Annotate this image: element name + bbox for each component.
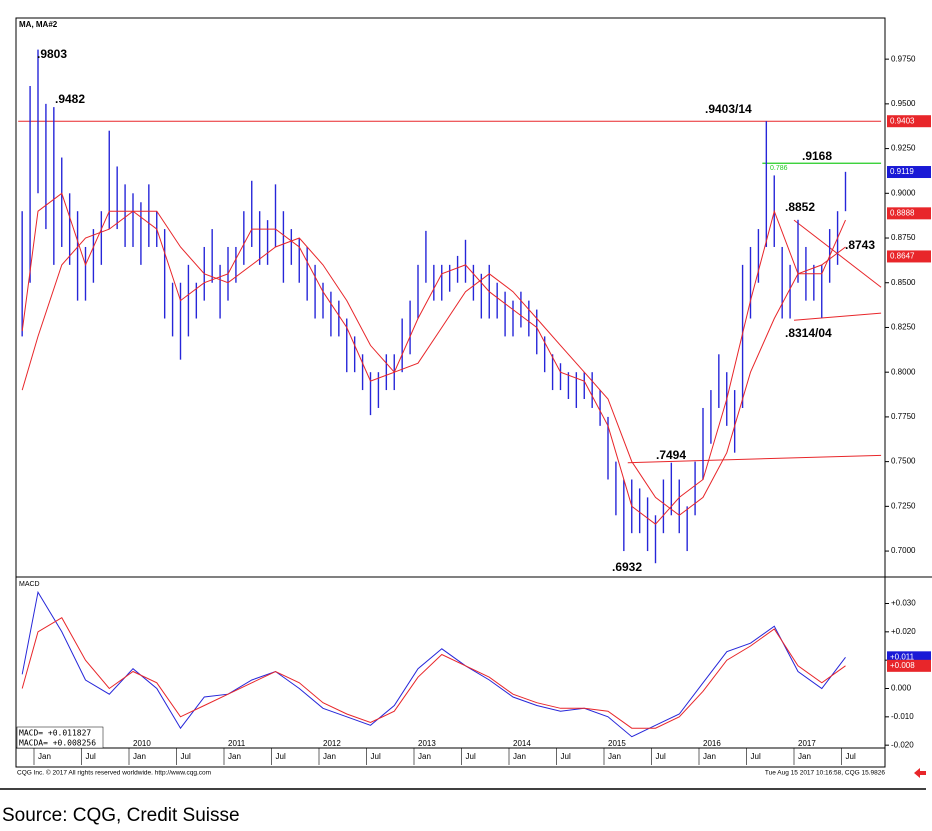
annotation: .8314/04 [785, 326, 832, 340]
y-tick-label: 0.8750 [891, 233, 916, 242]
annotation: .9803 [37, 47, 67, 61]
year-label: 2011 [228, 739, 246, 748]
macd-line [21, 617, 846, 729]
annotation: 0.786 [770, 165, 788, 172]
x-tick-label: Jul [656, 752, 666, 761]
trend-line [793, 312, 882, 321]
readout-box [16, 726, 104, 749]
y-tick-label: 0.000 [891, 684, 912, 693]
trend-line [627, 454, 882, 464]
y-tick-label: 0.7000 [891, 546, 916, 555]
value-box [887, 250, 931, 263]
macd-readout: MACD= +0.011827 [19, 729, 91, 738]
annotation: .6932 [612, 560, 642, 574]
y-tick-label: 0.9000 [891, 188, 916, 197]
value-box [887, 207, 931, 220]
y-tick-label: +0.020 [891, 627, 916, 636]
value-box-label: +0.008 [890, 661, 915, 670]
annotation: .9168 [802, 149, 832, 163]
moving-average [21, 210, 846, 516]
x-tick-label: Jan [323, 752, 336, 761]
year-label: 2016 [703, 739, 721, 748]
annotation: .7494 [656, 448, 686, 462]
y-tick-label: -0.010 [891, 712, 914, 721]
value-box-label: 0.8647 [890, 252, 915, 261]
y-tick-label: +0.030 [891, 599, 916, 608]
y-tick-label: 0.9500 [891, 99, 916, 108]
value-box-label: 0.9119 [890, 167, 914, 176]
x-tick-label: Jan [703, 752, 716, 761]
x-tick-label: Jul [751, 752, 761, 761]
annotation: .8852 [785, 200, 815, 214]
chart-frame [15, 17, 886, 768]
x-tick-label: Jul [86, 752, 96, 761]
price-panel-title: MA, MA#2 [19, 20, 58, 29]
macd-line [21, 590, 846, 738]
y-tick-label: 0.7250 [891, 501, 916, 510]
x-tick-label: Jul [846, 752, 856, 761]
y-tick-label: 0.7500 [891, 457, 916, 466]
footer-left: CQG Inc. © 2017 All rights reserved worl… [17, 769, 211, 777]
x-tick-label: Jan [228, 752, 241, 761]
year-label: 2015 [608, 739, 626, 748]
y-tick-label: 0.7750 [891, 412, 916, 421]
annotation: .9403/14 [705, 102, 752, 116]
value-box [887, 166, 931, 179]
value-box-label: 0.9403 [890, 116, 915, 125]
source-note: Source: CQG, Credit Suisse [2, 805, 240, 826]
macd-panel-title: MACD [19, 581, 40, 588]
arrow-icon [914, 768, 926, 778]
year-label: 2013 [418, 739, 436, 748]
year-label: 2014 [513, 739, 531, 748]
y-tick-label: 0.9750 [891, 54, 916, 63]
y-tick-label: 0.8500 [891, 278, 916, 287]
value-box [887, 115, 931, 128]
x-tick-label: Jan [513, 752, 526, 761]
x-tick-label: Jul [371, 752, 381, 761]
y-tick-label: 0.8250 [891, 323, 916, 332]
x-tick-label: Jul [561, 752, 571, 761]
y-tick-label: -0.020 [891, 740, 914, 749]
y-tick-label: 0.8000 [891, 367, 916, 376]
footer-right: Tue Aug 15 2017 10:16:58, CQG 15.9826 [765, 770, 885, 777]
year-label: 2010 [133, 739, 151, 748]
year-label: 2017 [798, 739, 816, 748]
x-tick-label: Jan [798, 752, 811, 761]
value-box [887, 659, 931, 672]
x-tick-label: Jul [181, 752, 191, 761]
x-tick-label: Jul [276, 752, 286, 761]
value-box-label: 0.8888 [890, 208, 915, 217]
y-tick-label: 0.9250 [891, 144, 916, 153]
x-tick-label: Jan [38, 752, 51, 761]
macd-readout: MACDA= +0.008256 [19, 739, 96, 748]
x-tick-label: Jan [418, 752, 431, 761]
annotation: .9482 [55, 92, 85, 106]
x-tick-label: Jan [608, 752, 621, 761]
moving-average [21, 192, 846, 525]
x-tick-label: Jan [133, 752, 146, 761]
x-tick-label: Jul [466, 752, 476, 761]
value-box-label: +0.011 [890, 652, 915, 661]
year-label: 2012 [323, 739, 341, 748]
annotation: .8743 [845, 238, 875, 252]
